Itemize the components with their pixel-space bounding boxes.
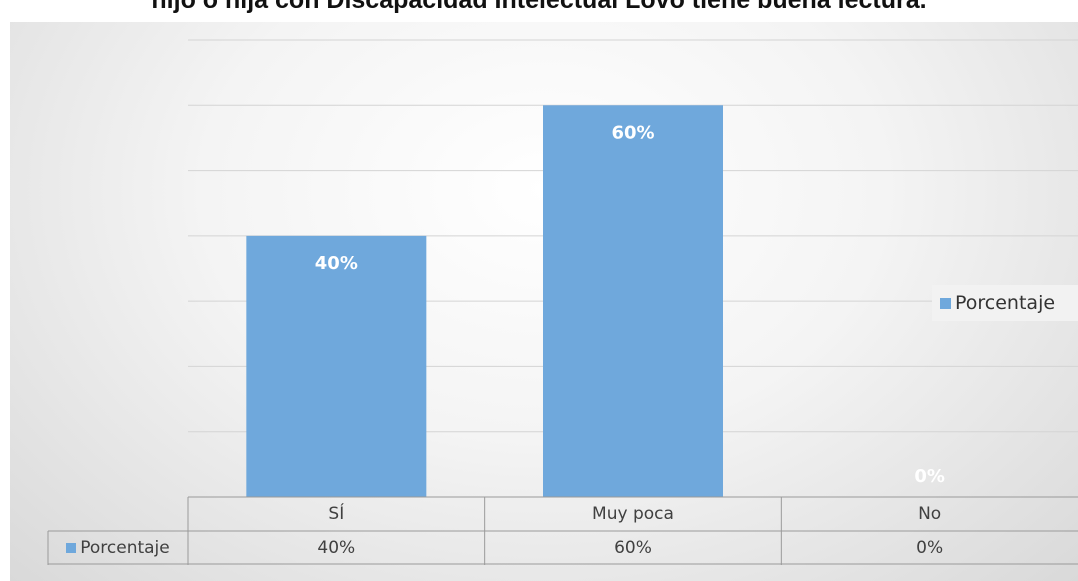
table-category-cell: Muy poca: [592, 504, 674, 524]
table-series-name: Porcentaje: [80, 538, 170, 558]
table-category-cell: No: [918, 504, 942, 524]
table-series-swatch: [66, 543, 77, 553]
bar: [246, 235, 427, 497]
chart-title-text: hijo o hija con Discapacidad Intelectual…: [151, 0, 927, 14]
table-category-cell: SÍ: [328, 504, 345, 524]
data-label: 40%: [315, 253, 358, 274]
legend-label: Porcentaje: [955, 292, 1056, 314]
table-value-cell: 40%: [317, 538, 356, 558]
data-label: 0%: [914, 466, 945, 487]
data-label: 60%: [611, 122, 654, 143]
table-value-cell: 60%: [614, 538, 652, 558]
table-series-header: Porcentaje: [48, 531, 188, 565]
legend: Porcentaje: [932, 285, 1078, 321]
bar: [543, 105, 723, 498]
chart-title: hijo o hija con Discapacidad Intelectual…: [0, 0, 1078, 22]
legend-swatch: [940, 297, 951, 309]
table-value-cell: 0%: [916, 538, 944, 558]
